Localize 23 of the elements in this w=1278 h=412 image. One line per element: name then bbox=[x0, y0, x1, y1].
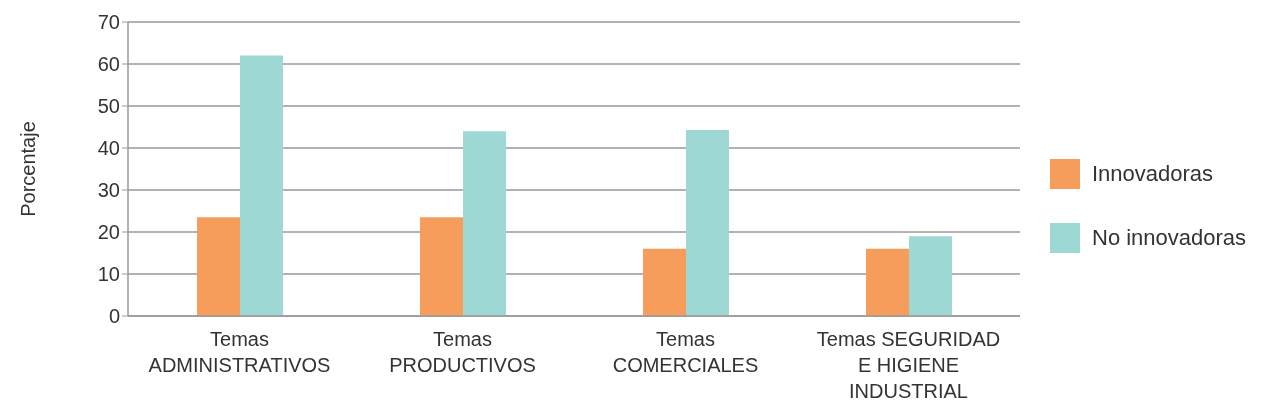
x-tick-label: Temas COMERCIALES bbox=[612, 328, 759, 376]
x-tick-label: Temas SEGURIDAD E HIGIENE INDUSTRIAL bbox=[816, 328, 1001, 402]
bar bbox=[909, 236, 952, 316]
y-tick-label: 20 bbox=[97, 221, 120, 244]
y-tick-label: 0 bbox=[108, 305, 120, 328]
bar bbox=[686, 129, 729, 316]
bar bbox=[420, 217, 463, 316]
y-tick-label: 70 bbox=[97, 11, 120, 34]
bar bbox=[463, 131, 506, 316]
y-axis-title: Porcentaje bbox=[17, 121, 40, 217]
bar bbox=[197, 217, 240, 316]
y-tick-label: 40 bbox=[97, 137, 120, 160]
y-tick-label: 50 bbox=[97, 95, 120, 118]
bar bbox=[643, 248, 686, 316]
x-tick-label: Temas PRODUCTIVOS bbox=[389, 328, 536, 376]
legend-label: Innovadoras bbox=[1092, 161, 1214, 187]
y-tick-label: 60 bbox=[97, 53, 120, 76]
bar bbox=[866, 248, 909, 316]
bar bbox=[240, 55, 283, 316]
x-tick-label: Temas ADMINISTRATIVOS bbox=[148, 328, 331, 376]
y-tick-label: 10 bbox=[97, 263, 120, 286]
legend-label: No innovadoras bbox=[1092, 225, 1247, 251]
y-tick-label: 30 bbox=[97, 179, 120, 202]
